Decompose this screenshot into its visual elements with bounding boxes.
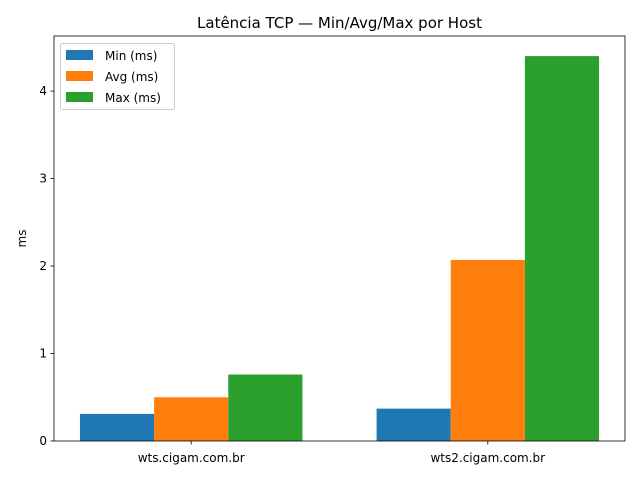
y-tick-label: 0 [39, 434, 47, 448]
x-tick-label: wts2.cigam.com.br [430, 451, 545, 465]
y-tick-label: 3 [39, 172, 47, 186]
bar-max-1 [524, 56, 600, 442]
legend-label: Avg (ms) [105, 70, 158, 84]
y-axis-label: ms [15, 230, 29, 248]
legend-label: Max (ms) [105, 91, 161, 105]
x-tick-label: wts.cigam.com.br [138, 451, 245, 465]
bar-avg-0 [154, 397, 229, 441]
y-tick-label: 2 [39, 259, 47, 273]
y-tick-label: 4 [39, 84, 47, 98]
legend-swatch [66, 92, 93, 102]
legend-swatch [66, 71, 93, 81]
bar-min-0 [79, 413, 155, 441]
chart-title: Latência TCP — Min/Avg/Max por Host [197, 14, 482, 32]
plot-frame [53, 35, 626, 442]
bar-max-0 [228, 374, 303, 441]
bar-min-1 [376, 408, 451, 441]
y-tick-label: 1 [39, 347, 47, 361]
legend-swatch [66, 50, 93, 60]
bar-avg-1 [450, 259, 525, 441]
legend-label: Min (ms) [105, 49, 157, 63]
